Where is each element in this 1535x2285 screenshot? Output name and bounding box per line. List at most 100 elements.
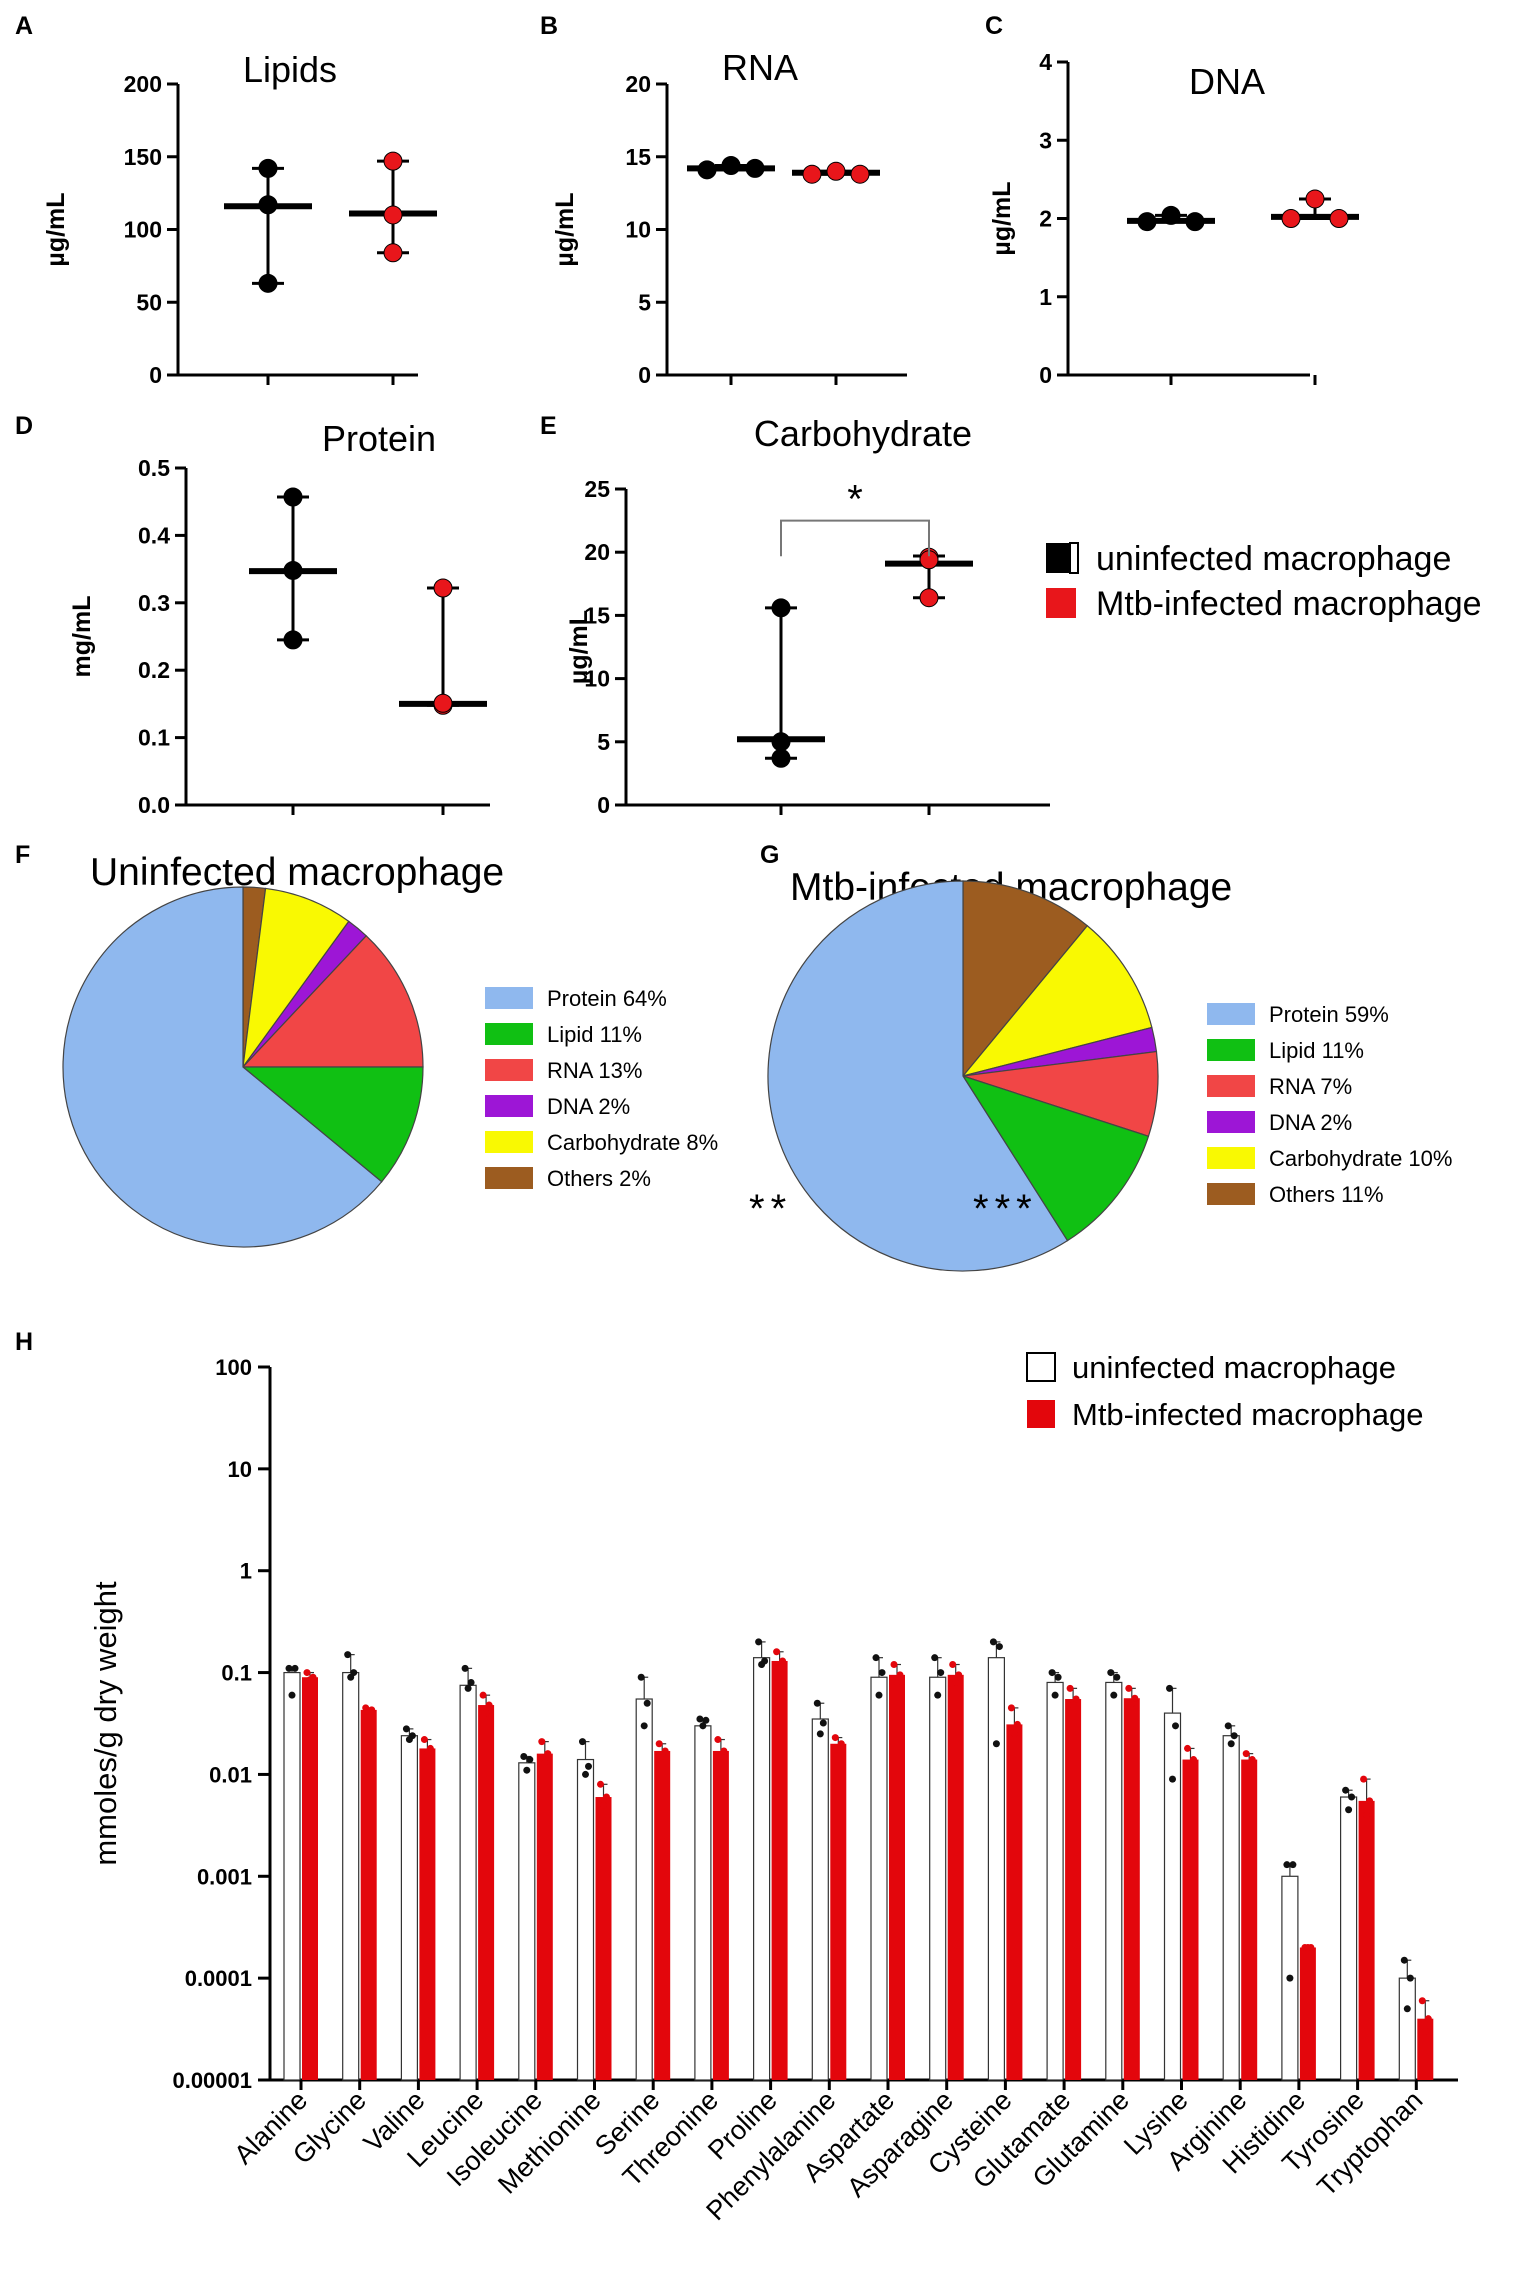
y-tick-label: 0.4 <box>138 522 170 548</box>
panel-title: Carbohydrate <box>754 413 972 454</box>
bar-uninfected <box>635 1698 653 2081</box>
bar-uninfected <box>694 1725 712 2081</box>
data-point <box>745 158 765 178</box>
y-tick-label: 25 <box>584 476 610 502</box>
panel-label: C <box>985 12 1003 40</box>
point-infected <box>831 1734 839 1742</box>
point-uninfected <box>579 1738 586 1746</box>
point-infected <box>597 1780 604 1788</box>
pie-legend-swatch <box>485 1023 533 1045</box>
point-infected <box>1007 1704 1015 1712</box>
point-infected <box>834 1747 842 1755</box>
y-tick-label: 20 <box>625 71 651 97</box>
point-infected <box>773 1648 781 1656</box>
point-infected <box>955 1671 963 1679</box>
bar-uninfected <box>459 1684 477 2081</box>
panel-c: C DNA 0 1 2 3 4 µg/mL <box>985 12 1359 388</box>
pie-slice <box>241 934 424 1068</box>
y-axis-label: µg/mL <box>988 181 1016 255</box>
y-tick-label: 15 <box>625 144 651 170</box>
bar-uninfected <box>1163 1712 1182 2081</box>
point-uninfected <box>1110 1691 1118 1699</box>
panel-label: A <box>15 12 33 40</box>
data-point <box>283 560 303 580</box>
point-infected <box>306 1676 314 1684</box>
point-infected <box>1010 1730 1018 1738</box>
point-uninfected <box>699 1722 707 1730</box>
point-infected <box>541 1759 549 1767</box>
point-infected <box>1242 1750 1250 1758</box>
point-uninfected <box>816 1730 824 1738</box>
data-point <box>383 205 403 225</box>
pie-slice <box>767 880 1069 1272</box>
y-tick-label: 0.0 <box>138 792 170 818</box>
significance-bracket <box>780 519 930 557</box>
y-tick-label: 5 <box>597 729 610 755</box>
data-point <box>771 598 791 618</box>
point-infected <box>420 1736 428 1744</box>
y-axis-label: µg/mL <box>565 610 593 684</box>
pie-legend-swatch <box>1207 1183 1255 1205</box>
point-uninfected <box>1400 1956 1408 1964</box>
point-infected <box>365 1708 373 1716</box>
data-point <box>1185 212 1205 232</box>
data-point <box>771 732 791 752</box>
bar-uninfected <box>518 1762 536 2081</box>
panel-h: H 0.00001 0.0001 0.001 0.01 0.1 1 10 100 mmoles/g… <box>15 1187 1458 2226</box>
point-infected <box>893 1678 901 1686</box>
data-point <box>383 151 403 171</box>
point-uninfected <box>875 1691 883 1699</box>
pie-legend-swatch <box>485 1131 533 1153</box>
y-tick-label: 0.001 <box>197 1864 252 1889</box>
pie-legend-swatch <box>485 1167 533 1189</box>
point-uninfected <box>461 1664 469 1672</box>
bar-infected <box>1006 1724 1023 2080</box>
point-uninfected <box>1342 1786 1350 1794</box>
bar-infected <box>1417 2018 1434 2080</box>
point-uninfected <box>1348 1793 1356 1801</box>
data-point <box>1281 209 1301 228</box>
point-uninfected <box>813 1699 821 1707</box>
bar-uninfected <box>342 1671 360 2081</box>
point-infected <box>1190 1756 1197 1764</box>
y-tick-label: 10 <box>584 666 610 692</box>
point-infected <box>426 1744 434 1752</box>
y-tick-label: 20 <box>584 539 610 565</box>
pie-legend-swatch <box>1207 1111 1255 1133</box>
data-point <box>433 578 453 598</box>
data-point <box>1329 209 1349 228</box>
point-infected <box>1304 1943 1312 1951</box>
y-tick-label: 0 <box>1039 362 1052 388</box>
point-uninfected <box>696 1715 704 1723</box>
point-infected <box>544 1750 552 1758</box>
legend-label-infected: Mtb-infected macrophage <box>1096 585 1482 623</box>
point-infected <box>1360 1775 1368 1783</box>
point-uninfected <box>344 1651 352 1659</box>
pie-legend-swatch <box>485 987 533 1009</box>
point-uninfected <box>291 1664 299 1672</box>
bar-infected <box>947 1674 964 2080</box>
y-tick-label: 150 <box>124 144 162 170</box>
panel-b: B RNA 0 5 10 15 20 µg/mL <box>540 12 907 388</box>
point-uninfected <box>1289 1861 1297 1869</box>
point-uninfected <box>1051 1691 1059 1699</box>
legend-label-uninfected: uninfected macrophage <box>1072 1350 1396 1385</box>
bar-uninfected <box>752 1657 771 2081</box>
data-point <box>283 487 303 507</box>
point-infected <box>890 1661 898 1669</box>
pie-slice <box>241 1066 424 1183</box>
point-uninfected <box>467 1678 475 1686</box>
point-infected <box>655 1740 663 1748</box>
point-uninfected <box>640 1722 648 1730</box>
point-uninfected <box>402 1725 410 1733</box>
data-point <box>1305 189 1325 209</box>
y-tick-label: 0.3 <box>138 590 170 616</box>
point-uninfected <box>1403 2005 1411 2013</box>
point-uninfected <box>934 1691 942 1699</box>
point-infected <box>1187 1762 1194 1770</box>
y-tick-label: 0.5 <box>138 455 170 481</box>
panel-label: D <box>15 412 33 440</box>
point-uninfected <box>1172 1722 1179 1730</box>
panel-a: A Lipids 0 50 100 150 200 µg/mL <box>15 12 437 388</box>
